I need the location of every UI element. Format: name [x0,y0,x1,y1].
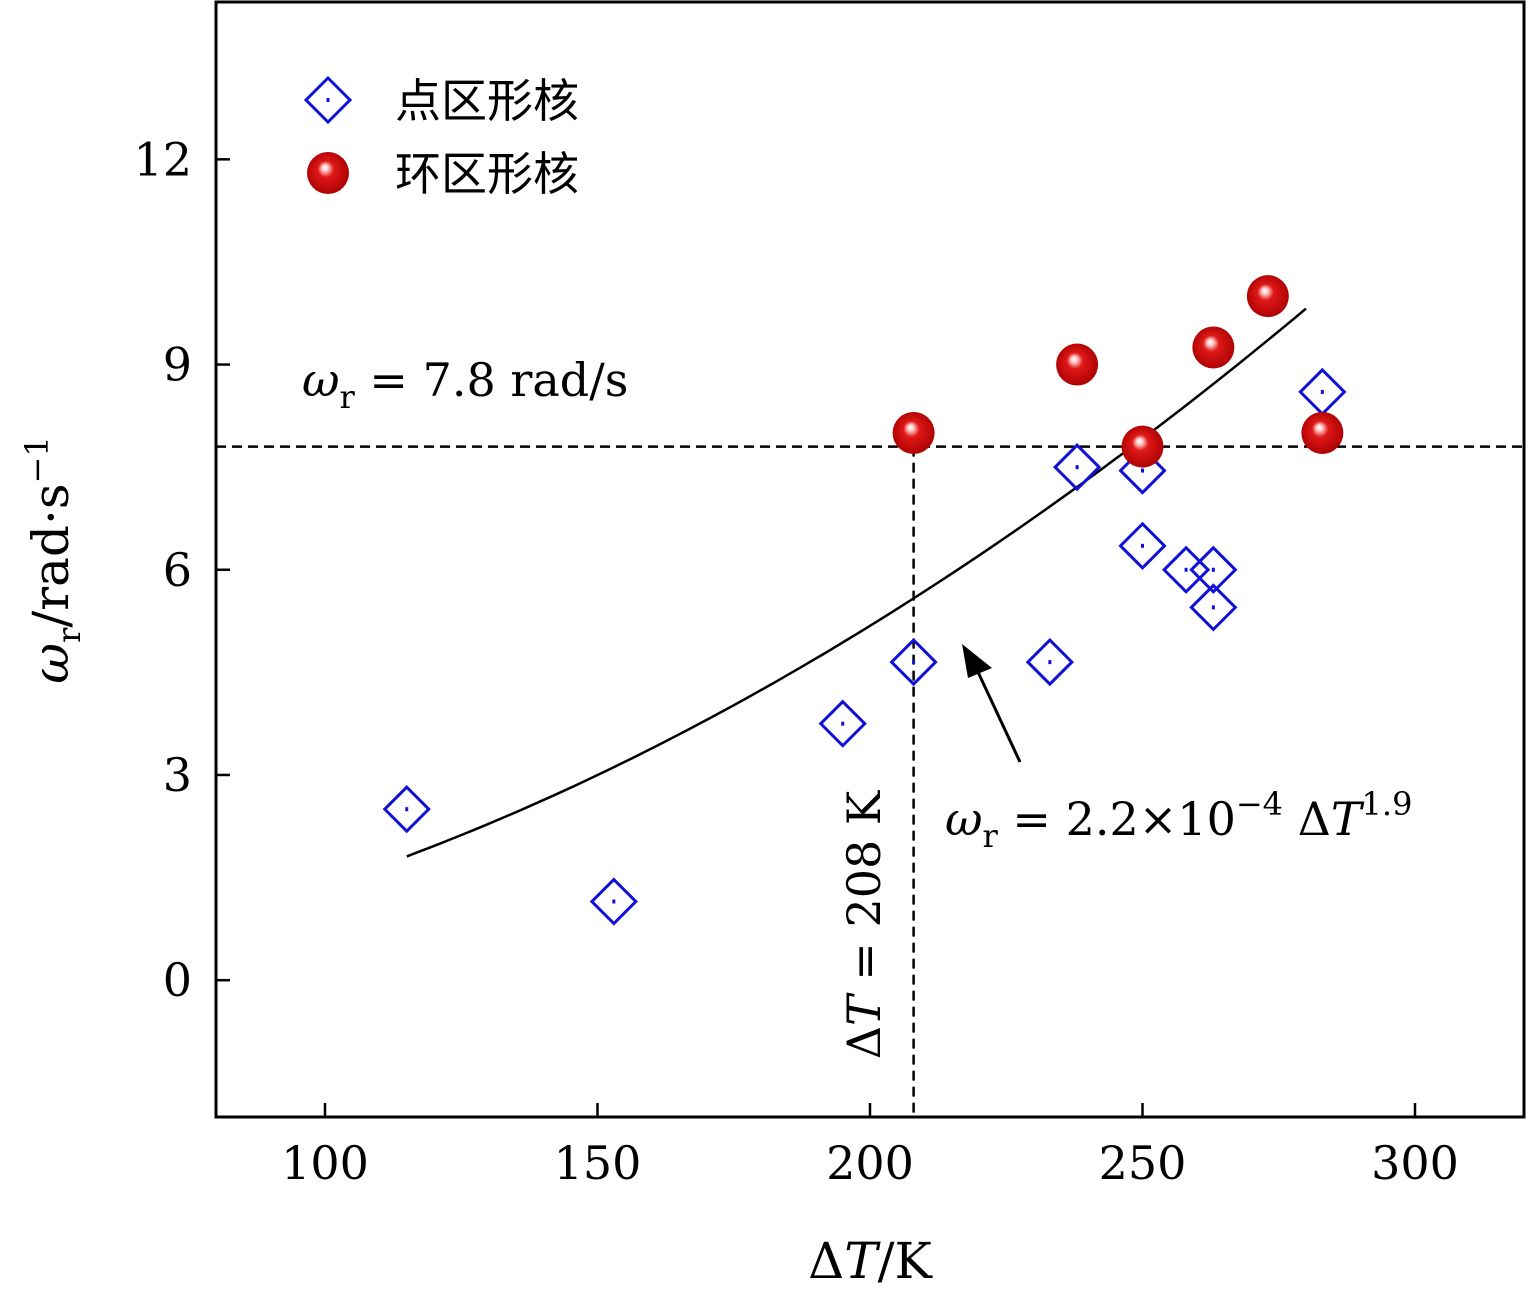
x-tick-label: 100 [281,1136,369,1190]
x-tick-label: 150 [554,1136,642,1190]
legend-sphere-icon [307,152,349,194]
x-tick-label: 200 [826,1136,914,1190]
annotations: ΔT/K ωr/rad·s−1 ωr = 7.8 rad/s ΔT = 208 K ωr… [18,353,1412,1290]
y-tick-label: 3 [163,748,192,802]
sphere-point-0 [892,411,935,454]
x-axis-label: ΔT/K [808,1232,933,1290]
x-tick-label: 300 [1371,1136,1459,1190]
legend-label-ring: 环区形核 [395,147,579,201]
reference-and-fit-lines [216,307,1524,1117]
fit-arrow-head [962,644,992,678]
diamond-point-5 [1052,443,1102,492]
fit-curve [406,307,1307,858]
y-tick-label: 6 [163,543,192,597]
sphere-point-1 [1056,343,1099,386]
diamond-point-8 [1161,545,1211,594]
y-axis-label: ωr/rad·s−1 [18,436,88,683]
legend-label-spot: 点区形核 [395,74,579,128]
axes: 100 150 200 250 300 0 3 6 9 12 [133,0,1526,1190]
sphere-point-4 [1246,275,1289,318]
horizontal-threshold-label: ωr = 7.8 rad/s [302,353,628,416]
diamond-point-4 [1025,637,1074,687]
diamond-point-0 [382,785,431,834]
y-tick-label: 0 [163,953,192,1007]
fit-arrow-shaft [976,671,1022,763]
y-tick-label: 9 [163,338,192,392]
sphere-point-2 [1121,425,1164,468]
diamond-point-1 [589,877,638,926]
diamond-point-2 [818,699,867,748]
diamond-point-7 [1118,521,1167,570]
data-markers [382,275,1347,926]
x-tick-label: 250 [1099,1136,1187,1190]
vertical-threshold-label: ΔT = 208 K [837,789,891,1059]
fit-equation-label: ωr = 2.2×10−4 ΔT1.9 [945,785,1412,855]
sphere-point-5 [1301,411,1344,454]
diamond-point-11 [1298,367,1347,417]
y-tick-label: 12 [133,132,192,186]
diamond-point-10 [1189,583,1238,632]
legend-diamond-icon [303,75,353,125]
diamond-point-9 [1189,545,1238,594]
diamond-point-6 [1118,446,1167,495]
diamond-point-3 [889,637,938,687]
sphere-point-3 [1192,326,1235,369]
